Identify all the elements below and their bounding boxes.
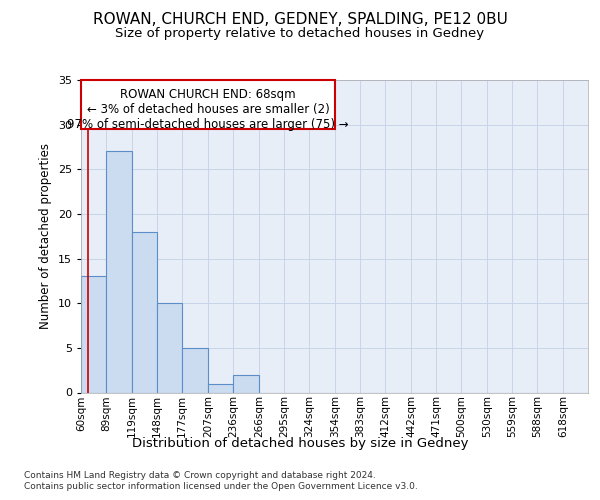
Text: Contains HM Land Registry data © Crown copyright and database right 2024.: Contains HM Land Registry data © Crown c… — [24, 471, 376, 480]
Bar — [132, 232, 157, 392]
Bar — [81, 276, 106, 392]
Bar — [233, 374, 259, 392]
Text: Distribution of detached houses by size in Gedney: Distribution of detached houses by size … — [132, 438, 468, 450]
Text: Contains public sector information licensed under the Open Government Licence v3: Contains public sector information licen… — [24, 482, 418, 491]
Bar — [157, 303, 182, 392]
Text: ROWAN, CHURCH END, GEDNEY, SPALDING, PE12 0BU: ROWAN, CHURCH END, GEDNEY, SPALDING, PE1… — [92, 12, 508, 28]
Text: Size of property relative to detached houses in Gedney: Size of property relative to detached ho… — [115, 28, 485, 40]
Text: ← 3% of detached houses are smaller (2): ← 3% of detached houses are smaller (2) — [86, 103, 329, 116]
Text: 97% of semi-detached houses are larger (75) →: 97% of semi-detached houses are larger (… — [67, 118, 349, 132]
FancyBboxPatch shape — [82, 80, 335, 129]
Bar — [208, 384, 233, 392]
Bar — [182, 348, 208, 393]
Y-axis label: Number of detached properties: Number of detached properties — [39, 143, 52, 329]
Text: ROWAN CHURCH END: 68sqm: ROWAN CHURCH END: 68sqm — [120, 88, 296, 101]
Bar — [106, 152, 132, 392]
